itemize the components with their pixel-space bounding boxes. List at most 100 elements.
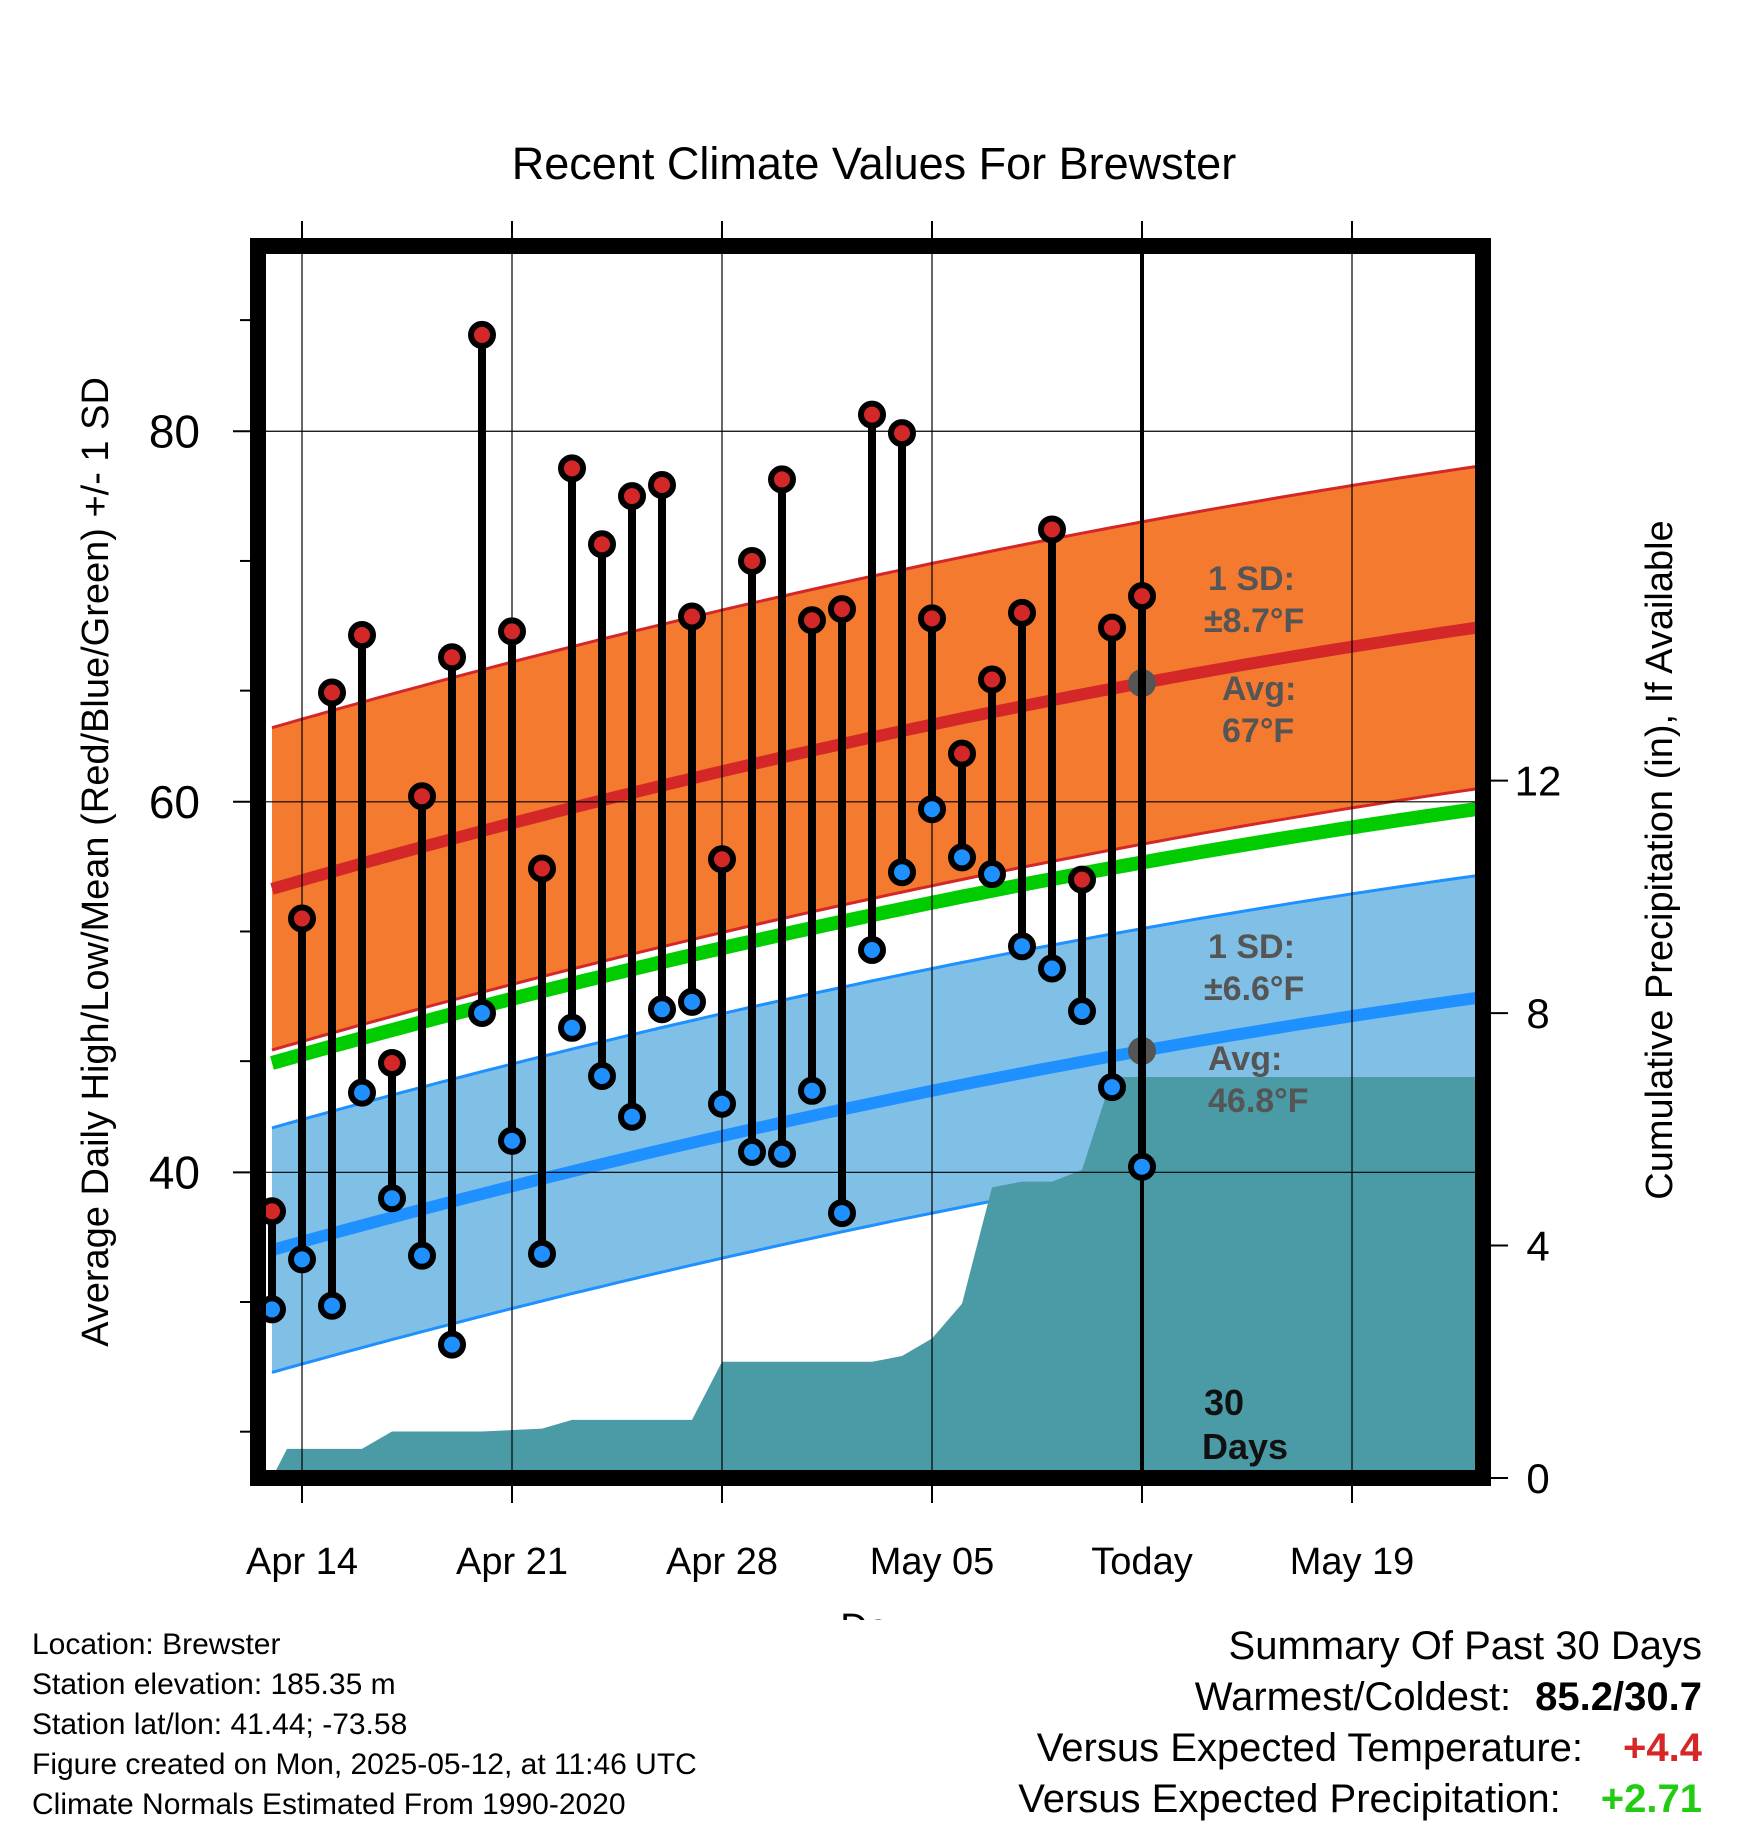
warmest-label: Warmest/Coldest: [1194,1675,1512,1719]
elevation-text: Station elevation: 185.35 m [32,1668,396,1701]
warmest-row: Warmest/Coldest: 85.2/30.7 [1018,1672,1702,1723]
day-high-point-3 [318,678,346,707]
precip-label: Versus Expected Precipitation: [1018,1777,1561,1821]
high-band-upper-edge [271,463,1483,730]
day-high-point-18 [768,465,796,494]
climate-chart: Recent Climate Values For Brewster Apr 1… [75,138,1681,1620]
low-sd-band [272,874,1483,1373]
day-low-point-13 [618,1102,646,1131]
day-high-point-30 [1128,582,1156,611]
day-high-point-13 [618,482,646,511]
day-low-point-4 [348,1078,376,1107]
axes: Apr 14 Apr 21 Apr 28 May 05 Today May 1940608… [149,221,1562,1583]
day-high-point-26 [1008,598,1036,627]
day-high-point-10 [528,854,556,883]
day-low-point-7 [438,1330,466,1359]
day-high-point-12 [588,530,616,559]
y2-tick-label-2: 8 [1526,990,1549,1037]
precip-value: +2.71 [1600,1777,1702,1821]
x-tick-label-4: Today [1091,1541,1192,1583]
daily-values [258,320,1156,1359]
low-sd-label: 1 SD: [1208,928,1295,966]
day-low-point-30 [1128,1152,1156,1181]
day-high-point-8 [468,320,496,349]
day-low-point-23 [918,795,946,824]
day-low-point-19 [798,1076,826,1105]
high-avg-label: Avg: [1222,670,1296,708]
day-low-point-16 [708,1089,736,1118]
x-axis-label: Day [840,1607,908,1620]
day-low-point-14 [648,995,676,1024]
x-tick-label-2: Apr 28 [666,1541,778,1583]
x-tick-label-3: May 05 [870,1541,995,1583]
day-high-point-15 [678,602,706,631]
plot-border [250,238,1491,1486]
day-low-point-20 [828,1199,856,1228]
low-avg-label: Avg: [1208,1040,1282,1078]
day-low-point-24 [948,843,976,872]
day-low-point-22 [888,858,916,887]
low-band-upper-edge [271,873,1483,1130]
low-sd-value: ±6.6°F [1204,970,1304,1008]
plot-frame [250,238,1491,1486]
precip-area [272,1077,1483,1478]
day-low-point-17 [738,1137,766,1166]
x-tick-label-1: Apr 21 [456,1541,568,1583]
temp-row: Versus Expected Temperature: +4.4 [1018,1723,1702,1774]
day-low-point-15 [678,987,706,1016]
station-info: Location: Brewster Station elevation: 18… [32,1625,697,1825]
day-low-point-9 [498,1126,526,1155]
day-low-point-27 [1038,954,1066,983]
plot-area [270,463,1483,1478]
day-high-point-29 [1098,613,1126,642]
y-tick-label-1: 60 [149,776,200,828]
high-annotation: 1 SD: ±8.7°F Avg: 67°F [1204,560,1304,750]
day-high-point-17 [738,546,766,575]
day-high-point-28 [1068,865,1096,894]
temp-value: +4.4 [1623,1726,1702,1770]
temp-label: Versus Expected Temperature: [1036,1726,1584,1770]
day-high-point-22 [888,419,916,448]
day-high-point-20 [828,595,856,624]
summary-panel: Summary Of Past 30 Days Warmest/Coldest:… [1018,1621,1702,1825]
high-band-lower-edge [271,786,1483,1052]
day-high-point-9 [498,617,526,646]
y-axis-label: Average Daily High/Low/Mean (Red/Blue/Gr… [75,377,117,1347]
day-low-point-12 [588,1061,616,1090]
day-low-point-29 [1098,1073,1126,1102]
high-sd-value: ±8.7°F [1204,602,1304,640]
day-low-point-10 [528,1239,556,1268]
day-low-point-21 [858,936,886,964]
days-number: 30 [1204,1382,1244,1423]
day-high-point-14 [648,470,676,499]
latlon-text: Station lat/lon: 41.44; -73.58 [32,1708,408,1741]
day-low-point-25 [978,860,1006,889]
low-average-line [270,991,1483,1256]
day-high-point-21 [858,400,886,429]
day-high-point-6 [408,782,436,811]
day-high-point-4 [348,621,376,650]
low-annotation: 1 SD: ±6.6°F Avg: 46.8°F [1204,928,1309,1120]
day-high-point-7 [438,643,466,672]
created-text: Figure created on Mon, 2025-05-12, at 11… [32,1748,697,1781]
warmest-value: 85.2/30.7 [1535,1675,1702,1719]
location-text: Location: Brewster [32,1628,281,1661]
high-avg-value: 67°F [1222,712,1294,750]
days-annotation: 30 Days [1202,1382,1288,1467]
day-high-point-5 [378,1049,406,1078]
day-high-point-24 [948,739,976,768]
day-high-point-2 [288,904,316,933]
high-sd-label: 1 SD: [1208,560,1295,598]
day-low-point-26 [1008,932,1036,961]
day-low-point-6 [408,1241,436,1270]
y2-tick-label-1: 4 [1526,1223,1549,1270]
x-tick-label-0: Apr 14 [246,1541,358,1583]
day-low-point-11 [558,1013,586,1042]
y2-tick-label-0: 0 [1526,1455,1549,1502]
days-word: Days [1202,1426,1288,1467]
chart-title: Recent Climate Values For Brewster [512,138,1236,189]
day-high-point-25 [978,665,1006,694]
day-low-point-2 [288,1245,316,1274]
day-low-point-28 [1068,997,1096,1026]
y2-tick-label-3: 12 [1515,758,1562,805]
